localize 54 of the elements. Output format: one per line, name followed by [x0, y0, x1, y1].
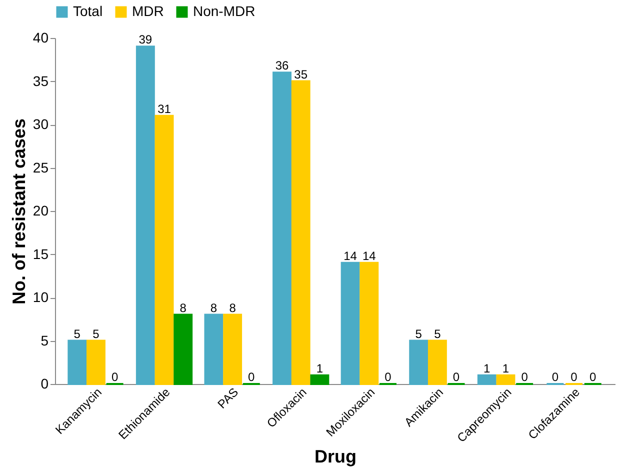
legend-label: Total [73, 3, 103, 19]
legend-label: Non-MDR [193, 3, 256, 19]
y-tick-label: 30 [32, 116, 49, 132]
y-tick-label: 10 [32, 289, 49, 305]
y-tick-label: 35 [32, 72, 49, 89]
bar [291, 80, 310, 385]
y-tick-label: 40 [32, 30, 49, 46]
bar [204, 314, 224, 385]
data-label: 14 [344, 248, 358, 263]
bar [154, 114, 174, 385]
bar [310, 374, 330, 385]
data-label: 0 [552, 370, 559, 384]
data-label: 14 [362, 248, 376, 263]
y-tick-label: 0 [40, 376, 49, 392]
legend-label: MDR [132, 3, 164, 19]
bar [174, 314, 193, 385]
data-label: 5 [92, 326, 100, 341]
bar [428, 340, 447, 385]
data-label: 5 [434, 326, 442, 341]
data-label: 0 [111, 370, 118, 384]
data-label: 1 [316, 361, 324, 376]
data-label: 31 [158, 102, 172, 116]
data-label: 0 [521, 370, 528, 384]
bar [360, 262, 379, 385]
data-label: 36 [275, 58, 290, 73]
bar [86, 340, 106, 385]
data-label: 39 [138, 32, 152, 47]
data-label: 5 [74, 326, 81, 341]
y-tick-label: 5 [40, 332, 49, 348]
bar [272, 72, 292, 385]
data-label: 5 [415, 326, 422, 341]
data-label: 0 [590, 370, 597, 384]
data-label: 35 [294, 67, 308, 82]
bar [409, 340, 428, 385]
data-label: 0 [384, 370, 392, 384]
data-label: 8 [180, 300, 187, 315]
data-label: 0 [248, 370, 256, 384]
data-label: 0 [570, 370, 578, 384]
bar [340, 262, 360, 385]
y-tick-label: 25 [32, 159, 49, 176]
y-axis-title: No. of resistant cases [8, 118, 29, 305]
y-tick-label: 15 [32, 246, 49, 262]
bar [477, 374, 496, 385]
data-label: 0 [452, 370, 460, 384]
y-tick-label: 20 [32, 202, 49, 218]
data-label: 8 [210, 300, 218, 315]
bar [223, 314, 242, 385]
data-label: 8 [229, 300, 236, 315]
data-label: 1 [502, 361, 510, 376]
data-label: 1 [484, 361, 491, 376]
bar [496, 374, 516, 385]
x-axis-title: Drug [314, 446, 356, 466]
bar [136, 46, 155, 385]
bar [68, 340, 87, 385]
